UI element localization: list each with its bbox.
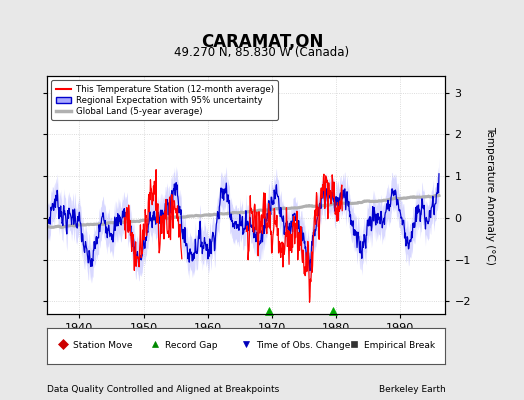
Text: Time of Obs. Change: Time of Obs. Change — [256, 342, 351, 350]
Text: 49.270 N, 85.830 W (Canada): 49.270 N, 85.830 W (Canada) — [174, 46, 350, 59]
Text: Empirical Break: Empirical Break — [364, 342, 435, 350]
Legend: This Temperature Station (12-month average), Regional Expectation with 95% uncer: This Temperature Station (12-month avera… — [51, 80, 278, 120]
Text: Berkeley Earth: Berkeley Earth — [379, 386, 445, 394]
Text: Station Move: Station Move — [73, 342, 133, 350]
Text: CARAMAT,ON: CARAMAT,ON — [201, 33, 323, 51]
Y-axis label: Temperature Anomaly (°C): Temperature Anomaly (°C) — [485, 126, 495, 264]
Text: Record Gap: Record Gap — [165, 342, 217, 350]
Text: Data Quality Controlled and Aligned at Breakpoints: Data Quality Controlled and Aligned at B… — [47, 386, 279, 394]
